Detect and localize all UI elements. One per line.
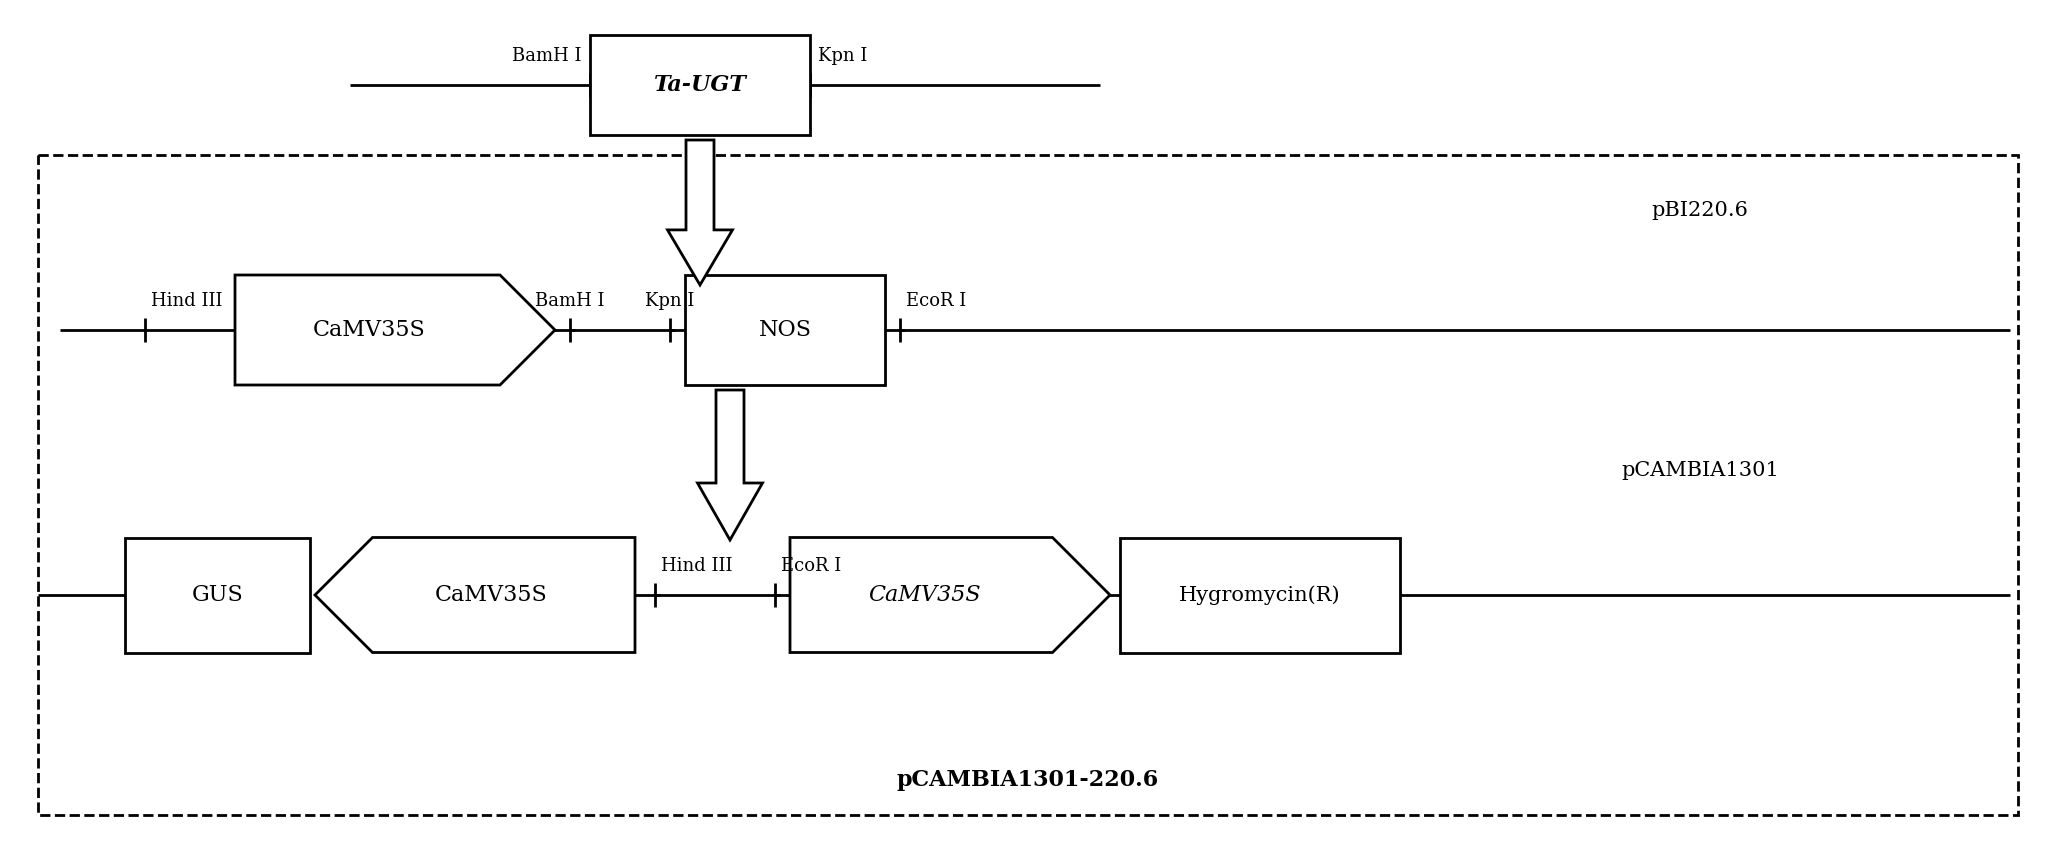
Text: BamH I: BamH I [513,47,583,65]
Text: pCAMBIA1301: pCAMBIA1301 [1621,460,1779,480]
Polygon shape [698,390,763,540]
Text: Kpn I: Kpn I [819,47,868,65]
Polygon shape [316,538,634,653]
Bar [1120,538,1399,653]
Text: pCAMBIA1301-220.6: pCAMBIA1301-220.6 [897,769,1159,791]
Bar [685,275,884,385]
Text: Hygromycin(R): Hygromycin(R) [1180,585,1340,605]
Text: CaMV35S: CaMV35S [868,584,981,606]
Text: CaMV35S: CaMV35S [314,319,425,341]
Text: GUS: GUS [191,584,244,606]
Text: Ta-UGT: Ta-UGT [655,74,747,96]
Text: Hind III: Hind III [661,557,733,575]
Text: EcoR I: EcoR I [782,557,841,575]
Bar [39,155,2017,815]
Polygon shape [667,140,733,285]
Text: EcoR I: EcoR I [907,292,966,310]
Polygon shape [790,538,1110,653]
Text: CaMV35S: CaMV35S [435,584,548,606]
Text: Kpn I: Kpn I [644,292,696,310]
Bar [125,538,310,653]
Text: BamH I: BamH I [536,292,605,310]
Text: NOS: NOS [759,319,811,341]
Polygon shape [236,275,554,385]
Text: Hind III: Hind III [152,292,222,310]
Bar [591,35,811,135]
Text: pBI220.6: pBI220.6 [1652,200,1748,220]
